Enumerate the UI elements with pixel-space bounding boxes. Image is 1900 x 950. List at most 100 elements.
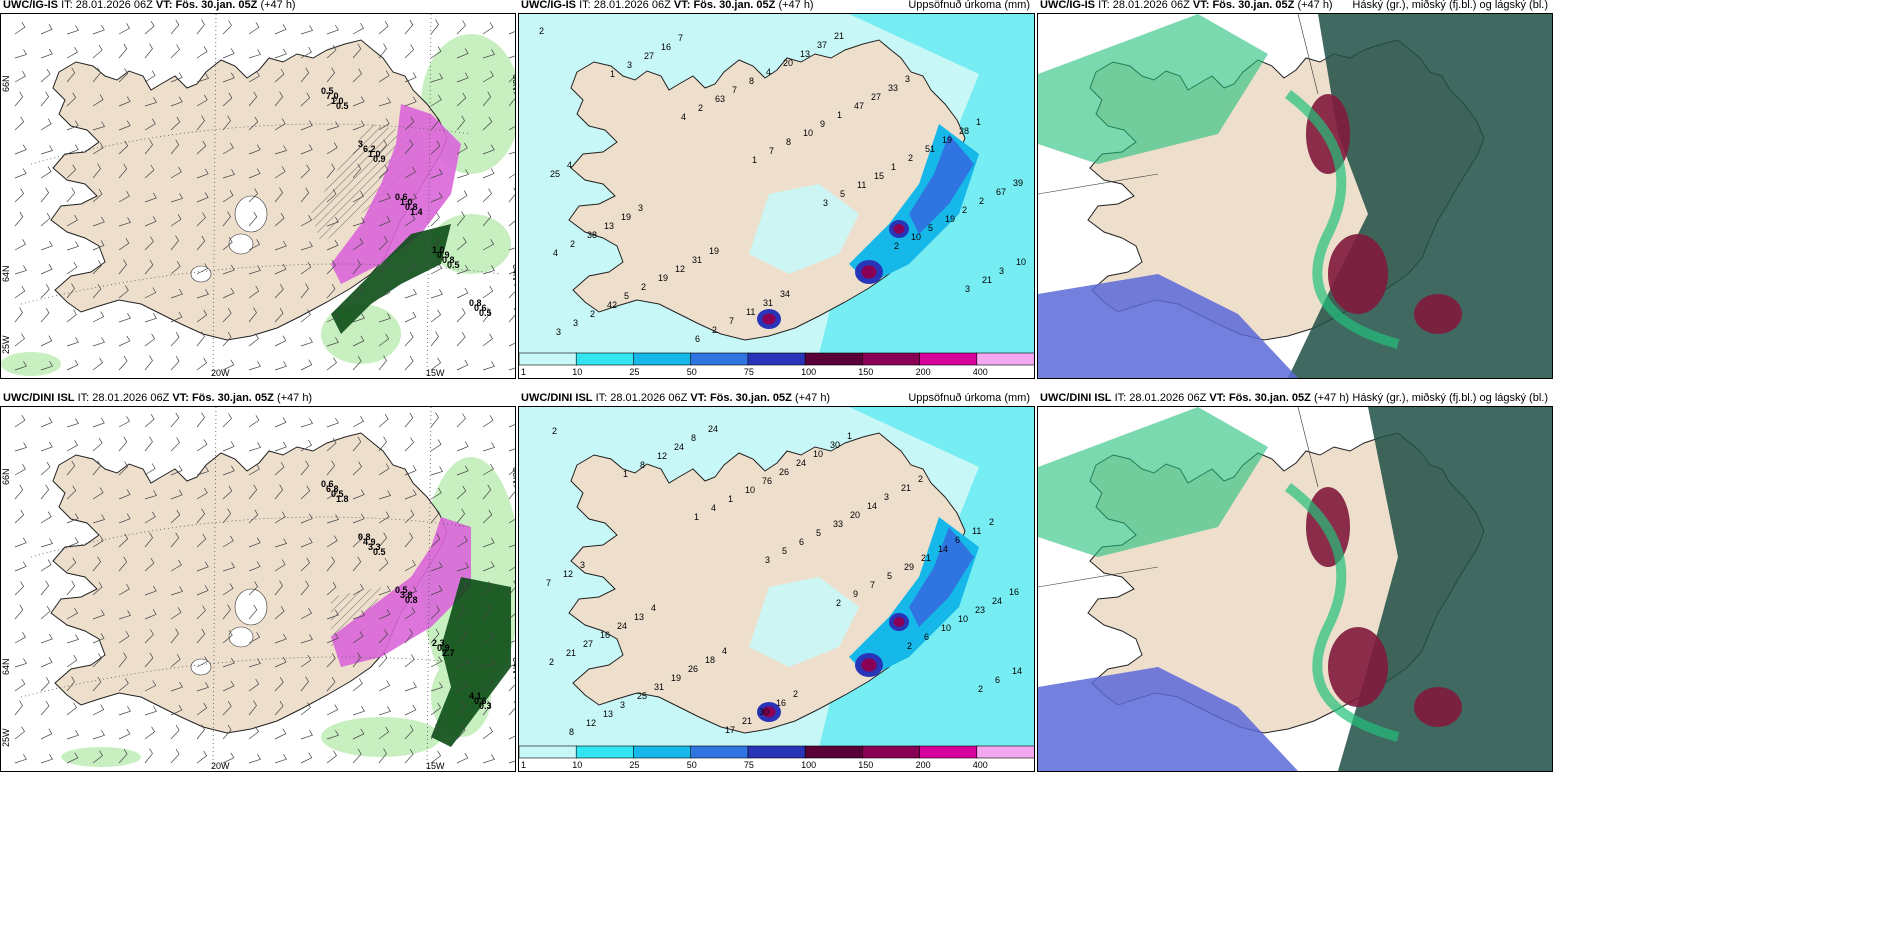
wind-barb bbox=[378, 333, 390, 347]
wind-barb bbox=[352, 163, 362, 179]
wind-barb bbox=[118, 190, 130, 203]
wind-barb bbox=[326, 704, 339, 716]
wind-barb bbox=[14, 211, 24, 227]
wind-barb bbox=[14, 700, 23, 716]
wind-barb bbox=[378, 414, 389, 428]
precip-map[interactable]: 2141323332751021327638115321671015191042… bbox=[519, 14, 1034, 354]
wind-value-label: 0.5 bbox=[321, 86, 334, 96]
precip-value-label: 31 bbox=[692, 255, 702, 265]
precip-value-label: 16 bbox=[600, 630, 610, 640]
precip-value-label: 6 bbox=[924, 632, 929, 642]
wind-barb bbox=[300, 730, 313, 740]
panel-title: Háský (gr.), miðský (fj.bl.) og lágský (… bbox=[1352, 0, 1548, 11]
wind-barb bbox=[456, 264, 469, 275]
wind-barb bbox=[300, 46, 312, 59]
wind-map[interactable]: 0.530.61.00.87.06.21.00.90.61.01.00.80.8… bbox=[1, 14, 515, 378]
cloud-map[interactable] bbox=[1038, 14, 1552, 378]
wind-barb bbox=[66, 92, 77, 107]
wind-barb bbox=[92, 260, 102, 275]
colorbar-tick: 150 bbox=[858, 367, 873, 377]
precip-colorbar: 1 10 25 50 75 100 150 200 400 bbox=[519, 352, 1034, 377]
precip-value-label: 63 bbox=[715, 94, 725, 104]
wind-barb bbox=[352, 43, 362, 59]
wind-barb bbox=[14, 265, 27, 275]
cloud-panel-top: UWC/IG-IS IT: 28.01.2026 06Z VT: Fös. 30… bbox=[1037, 0, 1553, 379]
latitude-label: 66N bbox=[511, 74, 515, 91]
wind-barb bbox=[482, 658, 495, 668]
wind-barb bbox=[66, 120, 79, 131]
wind-barb bbox=[196, 508, 206, 524]
precip-cell-core bbox=[893, 224, 905, 234]
wind-value-label: 0.6 bbox=[321, 479, 334, 489]
wind-barb bbox=[196, 357, 208, 371]
wind-barb bbox=[118, 436, 128, 452]
precip-map[interactable]: 2113222884596612121671014132410551023876… bbox=[519, 407, 1034, 747]
lead-time: (+47 h) bbox=[260, 0, 296, 11]
colorbar-segment bbox=[633, 352, 692, 366]
wind-barb bbox=[196, 724, 205, 740]
panel-header: UWC/DINI ISL IT: 28.01.2026 06Z VT: Fös.… bbox=[1038, 390, 1552, 406]
colorbar-segment bbox=[976, 352, 1034, 366]
colorbar-tick: 1 bbox=[521, 760, 526, 770]
precip-band-core bbox=[909, 527, 974, 627]
wind-barb bbox=[92, 142, 104, 155]
wind-barb bbox=[66, 67, 76, 83]
precip-value-label: 47 bbox=[854, 101, 864, 111]
wind-value-label: 1.0 bbox=[368, 149, 381, 159]
wind-barb bbox=[482, 239, 495, 251]
wind-barb bbox=[118, 355, 128, 371]
wind-barb bbox=[170, 532, 180, 548]
wind-map[interactable]: 0.60.80.52.34.16.84.93.80.90.60.53.30.82… bbox=[1, 407, 515, 771]
wind-barb bbox=[326, 357, 337, 371]
wind-barb bbox=[430, 628, 440, 644]
wind-barb bbox=[404, 193, 418, 203]
wind-barb bbox=[170, 44, 180, 59]
wind-value-label: 0.6 bbox=[395, 192, 408, 202]
precip-value-label: 16 bbox=[661, 42, 671, 52]
wind-barb bbox=[430, 212, 440, 227]
wind-barb bbox=[430, 750, 442, 764]
wind-barb bbox=[378, 216, 391, 227]
wind-barb bbox=[508, 125, 515, 131]
wind-barb bbox=[300, 215, 312, 227]
wind-barb bbox=[248, 239, 261, 251]
wind-barb bbox=[222, 701, 232, 716]
wind-barb bbox=[326, 417, 339, 428]
wind-barb bbox=[300, 608, 312, 620]
wind-barb bbox=[92, 24, 105, 35]
wind-barb bbox=[482, 678, 494, 692]
wind-barb bbox=[378, 511, 390, 524]
wind-barb bbox=[274, 213, 285, 227]
low-cloud-area bbox=[1038, 667, 1298, 771]
precip-value-label: 24 bbox=[796, 458, 806, 468]
wind-barb bbox=[274, 307, 284, 323]
wind-barb bbox=[92, 283, 102, 299]
wind-barb bbox=[92, 216, 105, 227]
precip-value-label: 12 bbox=[675, 264, 685, 274]
wind-barb bbox=[430, 115, 440, 131]
wind-value-label: 1.4 bbox=[410, 207, 423, 217]
glacier bbox=[234, 195, 268, 233]
wind-barb bbox=[274, 91, 284, 107]
wind-barb bbox=[66, 580, 76, 596]
colorbar-tick: 10 bbox=[572, 760, 582, 770]
wind-barb bbox=[300, 309, 311, 323]
wind-barb bbox=[378, 97, 392, 107]
wind-barb bbox=[326, 581, 337, 596]
wind-barb bbox=[222, 308, 232, 323]
latitude-label: 25W bbox=[1, 728, 11, 747]
precip-value-label: 4 bbox=[766, 67, 771, 77]
wind-barb bbox=[326, 556, 336, 572]
precip-value-label: 2 bbox=[907, 641, 912, 651]
wind-barb bbox=[144, 43, 153, 59]
cloud-map[interactable] bbox=[1038, 407, 1552, 771]
wind-barb bbox=[508, 367, 515, 371]
wind-barb bbox=[118, 461, 129, 476]
wind-barb bbox=[144, 557, 155, 572]
precip-value-label: 16 bbox=[1009, 587, 1019, 597]
it-label: IT: bbox=[1098, 0, 1110, 11]
wind-barb bbox=[118, 533, 129, 548]
wind-barb bbox=[378, 609, 391, 620]
wind-barb bbox=[14, 537, 27, 548]
wind-barb bbox=[300, 557, 311, 572]
